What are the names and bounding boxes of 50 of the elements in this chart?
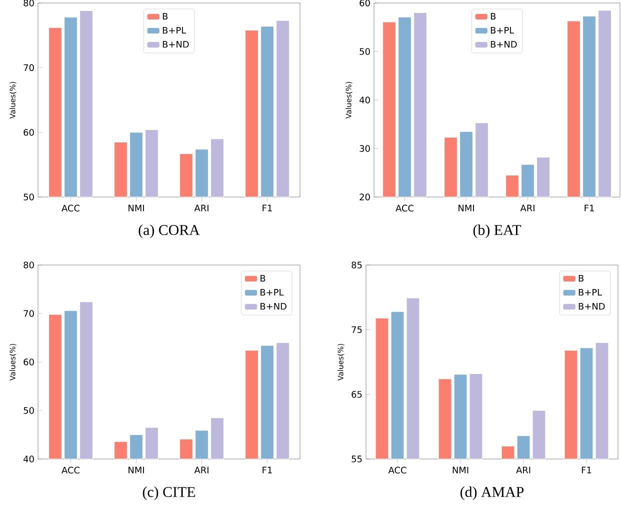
legend-label: B — [260, 275, 266, 282]
legend-label: B+ND — [162, 41, 189, 48]
y-tick-label: 75 — [352, 326, 362, 333]
y-tick-label: 30 — [360, 145, 370, 152]
legend-label: B+PL — [490, 27, 514, 34]
x-tick-label: F1 — [582, 466, 592, 474]
x-tick-label: ACC — [396, 204, 414, 212]
y-tick-label: 80 — [24, 262, 34, 268]
y-tick-label: 40 — [360, 96, 370, 104]
y-tick-label: 65 — [352, 390, 362, 398]
x-tick-label: NMI — [452, 466, 468, 474]
y-tick-label: 55 — [352, 456, 362, 462]
text: (d) AMAP — [460, 486, 524, 500]
text: (c) CITE — [142, 486, 195, 500]
legend-label: B+PL — [260, 289, 284, 296]
y-tick-label: 60 — [24, 128, 34, 136]
legend-label: B — [578, 275, 584, 282]
y-tick-label: 20 — [360, 194, 370, 200]
x-tick-label: ACC — [62, 204, 80, 212]
x-tick-label: NMI — [128, 204, 144, 212]
x-tick-label: ARI — [516, 466, 530, 474]
y-tick-label: 50 — [24, 194, 34, 200]
legend-label: B+PL — [162, 27, 186, 34]
legend-label: B — [162, 13, 168, 20]
y-tick-label: 60 — [360, 0, 370, 6]
legend-label: B+ND — [260, 303, 286, 310]
x-tick-label: ACC — [62, 466, 80, 474]
y-tick-label: 85 — [352, 262, 362, 268]
x-tick-label: F1 — [584, 204, 594, 212]
x-tick-label: NMI — [458, 204, 474, 212]
y-tick-label: 50 — [24, 407, 34, 414]
x-tick-label: F1 — [262, 466, 272, 474]
y-tick-label: 50 — [360, 48, 370, 55]
legend-label: B — [490, 13, 496, 20]
x-tick-label: F1 — [262, 204, 272, 212]
y-tick-label: 70 — [24, 310, 34, 317]
y-tick-label: 60 — [24, 358, 34, 366]
x-tick-label: ARI — [194, 204, 208, 212]
text: (b) EAT — [473, 224, 522, 238]
y-tick-label: 70 — [24, 64, 34, 72]
x-tick-label: ACC — [388, 466, 406, 474]
legend-label: B+PL — [578, 289, 602, 296]
legend-label: B+ND — [490, 41, 517, 48]
legend-label: B+ND — [578, 303, 605, 310]
x-tick-label: ARI — [520, 204, 534, 212]
x-tick-label: NMI — [128, 466, 144, 474]
text: (a) CORA — [138, 224, 200, 238]
x-tick-label: ARI — [194, 466, 208, 474]
y-tick-label: 40 — [24, 456, 34, 462]
y-tick-label: 80 — [24, 0, 34, 6]
